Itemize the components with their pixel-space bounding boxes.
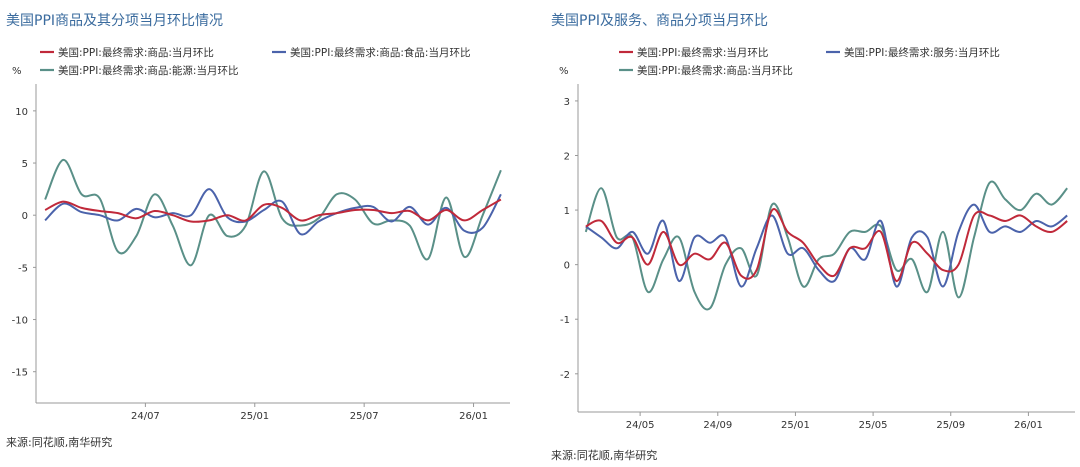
legend-item: 美国:PPI:最终需求:服务:当月环比 (826, 46, 1000, 59)
y-tick-label: 5 (22, 159, 28, 170)
x-tick-label: 24/07 (131, 411, 160, 422)
legend-item: 美国:PPI:最终需求:商品:当月环比 (619, 64, 793, 77)
legend-item: 美国:PPI:最终需求:商品:当月环比 (40, 46, 214, 59)
source-note: 来源:同花顺,南华研究 (551, 449, 658, 462)
x-tick-label: 25/05 (859, 420, 888, 431)
chart-panel-left: 美国PPI商品及其分项当月环比情况 美国:PPI:最终需求:商品:当月环比 美国:… (6, 13, 510, 449)
line-chart-svg: 美国:PPI:最终需求:当月环比 美国:PPI:最终需求:服务:当月环比美国:PP… (559, 46, 1075, 431)
y-tick-label: 0 (564, 261, 570, 272)
source-note: 来源:同花顺,南华研究 (6, 436, 113, 449)
chart-title: 美国PPI及服务、商品分项当月环比 (551, 13, 769, 29)
series-line (585, 203, 1068, 288)
x-tick-label: 25/01 (240, 411, 269, 422)
y-tick-label: 3 (564, 97, 570, 108)
y-axis-unit: % (559, 66, 569, 77)
y-tick-label: 1 (564, 206, 570, 217)
x-tick-label: 25/01 (781, 420, 810, 431)
x-tick-label: 25/09 (936, 420, 965, 431)
y-tick-label: -5 (18, 263, 28, 274)
line-chart-svg: 美国:PPI:最终需求:商品:当月环比 美国:PPI:最终需求:商品:食品:当月环… (12, 46, 510, 422)
y-tick-label: -10 (12, 316, 28, 327)
legend-label: 美国:PPI:最终需求:商品:食品:当月环比 (290, 46, 470, 59)
y-tick-label: 0 (22, 211, 28, 222)
series-line (584, 180, 1068, 311)
y-axis-unit: % (12, 66, 22, 77)
legend-label: 美国:PPI:最终需求:服务:当月环比 (844, 46, 1000, 59)
legend-item: 美国:PPI:最终需求:商品:食品:当月环比 (272, 46, 470, 59)
x-tick-label: 25/07 (350, 411, 379, 422)
y-tick-label: 2 (564, 151, 570, 162)
x-tick-label: 24/05 (626, 420, 655, 431)
x-tick-label: 24/09 (703, 420, 732, 431)
y-tick-label: -15 (12, 368, 28, 379)
legend-label: 美国:PPI:最终需求:当月环比 (637, 46, 768, 59)
legend-item: 美国:PPI:最终需求:商品:能源:当月环比 (40, 64, 238, 77)
x-tick-label: 26/01 (1014, 420, 1043, 431)
y-tick-label: -2 (560, 370, 570, 381)
legend-label: 美国:PPI:最终需求:商品:当月环比 (58, 46, 214, 59)
y-tick-label: 10 (15, 107, 28, 118)
series-line (44, 198, 502, 223)
x-tick-label: 26/01 (459, 411, 488, 422)
series-line (44, 188, 502, 236)
series-line (585, 207, 1068, 283)
chart-panel-right: 美国PPI及服务、商品分项当月环比 美国:PPI:最终需求:当月环比 美国:PPI… (545, 0, 1080, 467)
legend-label: 美国:PPI:最终需求:商品:能源:当月环比 (58, 64, 238, 77)
legend-item: 美国:PPI:最终需求:当月环比 (619, 46, 768, 59)
legend-label: 美国:PPI:最终需求:商品:当月环比 (637, 64, 793, 77)
chart-title: 美国PPI商品及其分项当月环比情况 (6, 13, 224, 29)
y-tick-label: -1 (560, 315, 570, 326)
series-line (44, 158, 502, 267)
